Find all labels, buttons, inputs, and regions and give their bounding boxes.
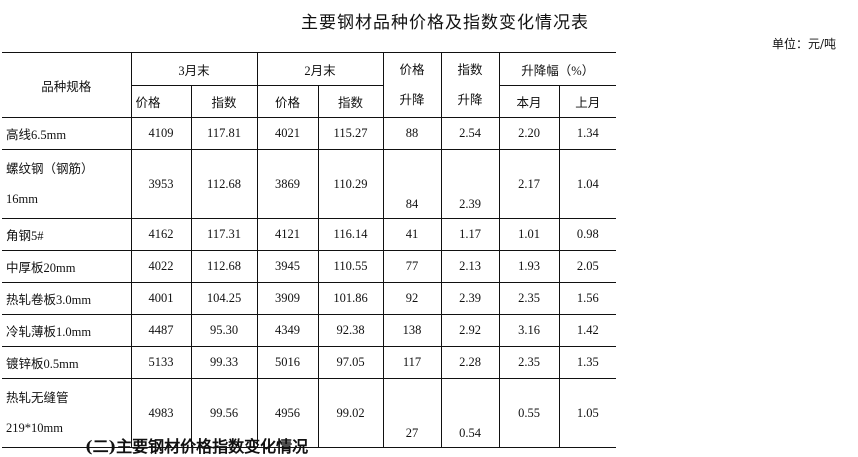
table-row: 热轧卷板3.0mm 4001 104.25 3909 101.86 92 2.39 2.35 1… <box>2 282 616 315</box>
cell-pc: 138 <box>382 314 442 347</box>
cell-ic: 2.39 <box>440 149 500 219</box>
cell-pc: 27 <box>382 378 442 448</box>
header-index-change: 指数 升降 <box>440 52 500 118</box>
cell-ic: 2.39 <box>440 282 500 315</box>
cell-fp: 4121 <box>256 218 319 251</box>
cell-ic: 2.13 <box>440 250 500 283</box>
cell-pc: 88 <box>382 117 442 150</box>
cell-lm: 0.98 <box>558 218 616 251</box>
cell-fi: 116.14 <box>317 218 384 251</box>
table-row: 热轧无缝管 219*10mm 4983 99.56 4956 99.02 27 0.54 0.5… <box>2 378 616 448</box>
cell-name: 热轧卷板3.0mm <box>2 282 132 315</box>
cell-fi: 92.38 <box>317 314 384 347</box>
table-row: 高线6.5mm 4109 117.81 4021 115.27 88 2.54 2.20 1.3… <box>2 117 616 150</box>
section-heading: (二)主要钢材价格指数变化情况 <box>85 437 309 456</box>
cell-mi: 95.30 <box>190 314 258 347</box>
cell-name: 中厚板20mm <box>2 250 132 283</box>
cell-lm: 1.56 <box>558 282 616 315</box>
cell-fi: 99.02 <box>317 378 384 448</box>
cell-mp: 4022 <box>130 250 192 283</box>
cell-name: 镀锌板0.5mm <box>2 346 132 379</box>
table-row: 角钢5# 4162 117.31 4121 116.14 41 1.17 1.01 0.98 <box>2 218 616 251</box>
cell-fp: 3869 <box>256 149 319 219</box>
cell-mp: 4162 <box>130 218 192 251</box>
header-march-index: 指数 <box>190 85 258 118</box>
table-row: 冷轧薄板1.0mm 4487 95.30 4349 92.38 138 2.92 3.16 1.… <box>2 314 616 347</box>
cell-fi: 110.55 <box>317 250 384 283</box>
cell-name: 热轧无缝管 219*10mm <box>2 378 132 448</box>
cell-lm: 1.35 <box>558 346 616 379</box>
cell-lm: 1.05 <box>558 378 616 448</box>
cell-pc: 117 <box>382 346 442 379</box>
cell-name: 高线6.5mm <box>2 117 132 150</box>
cell-mp: 5133 <box>130 346 192 379</box>
cell-fi: 115.27 <box>317 117 384 150</box>
cell-fp: 3945 <box>256 250 319 283</box>
cell-tm: 1.01 <box>498 218 560 251</box>
cell-fi: 110.29 <box>317 149 384 219</box>
header-march-price: 价格 <box>131 85 192 118</box>
header-feb-price: 价格 <box>256 85 319 118</box>
cell-mi: 99.33 <box>190 346 258 379</box>
cell-mp: 4109 <box>130 117 192 150</box>
cell-ic: 2.28 <box>440 346 500 379</box>
cell-lm: 1.04 <box>558 149 616 219</box>
cell-mi: 117.81 <box>190 117 258 150</box>
header-variety: 品种规格 <box>2 52 132 118</box>
cell-mi: 117.31 <box>190 218 258 251</box>
name-line2: 219*10mm <box>6 421 63 435</box>
cell-ic: 1.17 <box>440 218 500 251</box>
header-range: 升降幅（%） <box>498 52 616 86</box>
cell-tm: 1.93 <box>498 250 560 283</box>
header-price-change: 价格 升降 <box>382 52 442 118</box>
cell-lm: 1.34 <box>558 117 616 150</box>
cell-mp: 4487 <box>130 314 192 347</box>
cell-ic: 2.54 <box>440 117 500 150</box>
cell-lm: 2.05 <box>558 250 616 283</box>
cell-mp: 4983 <box>130 378 192 448</box>
cell-tm: 2.17 <box>498 149 560 219</box>
name-line1: 热轧无缝管 <box>6 391 69 405</box>
unit-label: 单位：元/吨 <box>771 37 836 51</box>
cell-pc: 92 <box>382 282 442 315</box>
header-march: 3月末 <box>130 52 258 86</box>
cell-name: 螺纹钢（钢筋） 16mm <box>2 149 132 219</box>
name-line1: 螺纹钢（钢筋） <box>6 162 94 176</box>
cell-ic: 2.92 <box>440 314 500 347</box>
cell-tm: 2.35 <box>498 282 560 315</box>
cell-fi: 97.05 <box>317 346 384 379</box>
cell-fi: 101.86 <box>317 282 384 315</box>
cell-mi: 112.68 <box>190 250 258 283</box>
cell-mi: 112.68 <box>190 149 258 219</box>
price-table: 品种规格 3月末 2月末 价格 升降 指数 升降 升降幅（%） 价格 指数 价格 指… <box>2 52 616 448</box>
table-row: 镀锌板0.5mm 5133 99.33 5016 97.05 117 2.28 2.35 1.3… <box>2 346 616 379</box>
cell-lm: 1.42 <box>558 314 616 347</box>
cell-mi: 104.25 <box>190 282 258 315</box>
header-feb-index: 指数 <box>317 85 384 118</box>
table-row: 中厚板20mm 4022 112.68 3945 110.55 77 2.13 1.93 2.0… <box>2 250 616 283</box>
table-row: 螺纹钢（钢筋） 16mm 3953 112.68 3869 110.29 84 2.39 2.1… <box>2 149 616 219</box>
cell-pc: 41 <box>382 218 442 251</box>
cell-mp: 3953 <box>130 149 192 219</box>
name-line2: 16mm <box>6 192 38 206</box>
cell-mp: 4001 <box>130 282 192 315</box>
cell-fp: 4349 <box>256 314 319 347</box>
cell-name: 冷轧薄板1.0mm <box>2 314 132 347</box>
cell-fp: 3909 <box>256 282 319 315</box>
page-title: 主要钢材品种价格及指数变化情况表 <box>301 13 589 33</box>
cell-name: 角钢5# <box>2 218 132 251</box>
cell-tm: 2.20 <box>498 117 560 150</box>
cell-tm: 3.16 <box>498 314 560 347</box>
header-feb: 2月末 <box>256 52 384 86</box>
cell-fp: 5016 <box>256 346 319 379</box>
cell-tm: 2.35 <box>498 346 560 379</box>
header-last-month: 上月 <box>558 85 616 118</box>
header-this-month: 本月 <box>498 85 560 118</box>
cell-pc: 77 <box>382 250 442 283</box>
cell-ic: 0.54 <box>440 378 500 448</box>
cell-tm: 0.55 <box>498 378 560 448</box>
cell-pc: 84 <box>382 149 442 219</box>
cell-fp: 4021 <box>256 117 319 150</box>
